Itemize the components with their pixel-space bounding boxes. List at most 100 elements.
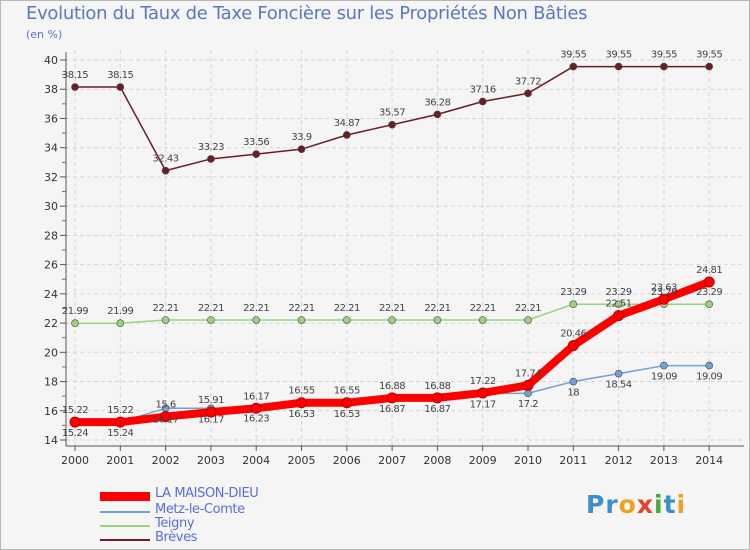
data-point-la-maison-dieu — [613, 310, 625, 322]
y-tick-label: 38 — [44, 83, 58, 96]
data-point-la-maison-dieu — [703, 276, 715, 288]
data-label-teigny: 22.21 — [424, 303, 450, 314]
y-tick-label: 18 — [44, 376, 58, 389]
data-label-br-ves: 37.16 — [470, 85, 496, 96]
data-point-la-maison-dieu — [341, 397, 353, 409]
x-tick-label: 2003 — [197, 454, 225, 467]
data-point-la-maison-dieu — [477, 387, 489, 399]
y-tick-label: 22 — [44, 317, 58, 330]
data-point-br-ves — [524, 89, 532, 98]
x-tick-label: 2004 — [242, 454, 270, 467]
data-point-br-ves — [614, 62, 623, 71]
data-point-metz-le-comte — [569, 377, 578, 386]
data-label-teigny: 23.29 — [696, 287, 722, 298]
data-point-br-ves — [71, 83, 79, 91]
y-tick-label: 40 — [44, 54, 58, 67]
data-label-la-maison-dieu: 17.22 — [470, 376, 496, 387]
data-point-la-maison-dieu — [296, 397, 307, 409]
data-point-teigny — [433, 316, 442, 324]
data-point-metz-le-comte — [614, 369, 623, 378]
proxiti-logo: Proxiti — [586, 490, 687, 519]
x-tick-label: 2002 — [152, 454, 180, 467]
data-label-teigny: 22.21 — [334, 303, 360, 314]
data-label-br-ves: 34.87 — [334, 118, 360, 129]
data-label-teigny: 22.21 — [470, 303, 496, 314]
data-point-teigny — [705, 300, 714, 309]
y-tick-label: 34 — [44, 142, 58, 155]
series-lines — [69, 62, 715, 428]
legend-swatch-metz-le-comte — [100, 511, 150, 513]
data-point-br-ves — [388, 120, 396, 129]
data-label-la-maison-dieu: 16.88 — [379, 381, 405, 392]
data-label-metz-le-comte: 18 — [567, 388, 579, 399]
data-point-br-ves — [433, 110, 442, 119]
y-tick-label: 14 — [44, 434, 58, 447]
data-point-la-maison-dieu — [160, 411, 172, 423]
data-label-metz-le-comte: 16.23 — [243, 413, 269, 424]
data-label-br-ves: 39.55 — [696, 50, 722, 61]
data-label-br-ves: 36.28 — [424, 97, 450, 108]
x-tick-label: 2009 — [469, 454, 497, 467]
y-tick-label: 32 — [44, 171, 58, 184]
data-label-teigny: 22.21 — [288, 303, 314, 314]
data-point-teigny — [252, 316, 261, 324]
x-tick-label: 2013 — [650, 454, 678, 467]
chart-title: Evolution du Taux de Taxe Foncière sur l… — [26, 3, 588, 24]
legend-swatch-teigny — [100, 525, 150, 527]
data-label-metz-le-comte: 19.09 — [651, 372, 677, 383]
data-label-teigny: 23.29 — [606, 287, 632, 298]
data-label-teigny: 23.29 — [560, 287, 586, 298]
data-labels: 38.15 38.15 32.43 33.23 33.56 33.9 34.87 35.57 3… — [62, 50, 723, 439]
x-tick-label: 2012 — [605, 454, 633, 467]
data-point-la-maison-dieu — [205, 406, 217, 418]
x-tick-label: 2008 — [423, 454, 451, 467]
data-label-teigny: 22.21 — [243, 303, 269, 314]
data-label-metz-le-comte: 16.87 — [424, 404, 450, 415]
data-point-br-ves — [116, 83, 125, 91]
data-label-teigny: 22.21 — [379, 303, 405, 314]
data-point-la-maison-dieu — [114, 416, 126, 428]
y-tick-label: 36 — [44, 112, 58, 125]
data-label-teigny: 23.29 — [651, 287, 677, 298]
data-label-la-maison-dieu: 16.55 — [288, 386, 314, 397]
data-point-la-maison-dieu — [658, 293, 670, 305]
data-label-metz-le-comte: 16.17 — [153, 414, 179, 425]
data-label-la-maison-dieu: 22.51 — [606, 299, 632, 310]
data-point-br-ves — [342, 131, 351, 139]
x-tick-label: 2005 — [288, 454, 316, 467]
data-point-la-maison-dieu — [386, 392, 398, 404]
data-point-teigny — [569, 300, 578, 309]
data-point-br-ves — [478, 97, 487, 106]
data-point-br-ves — [207, 155, 215, 163]
data-point-teigny — [207, 316, 215, 324]
axes: 14 16 18 20 22 24 26 28 30 32 34 36 38 40 2000 2001 2002… — [44, 52, 745, 467]
data-label-metz-le-comte: 16.17 — [198, 414, 224, 425]
data-label-metz-le-comte: 15.24 — [62, 428, 88, 439]
y-tick-label: 16 — [44, 405, 58, 418]
data-label-la-maison-dieu: 16.55 — [334, 386, 360, 397]
data-point-teigny — [161, 316, 170, 324]
data-label-br-ves: 33.9 — [291, 132, 311, 143]
y-tick-label: 28 — [44, 229, 58, 242]
y-tick-label: 26 — [44, 259, 58, 272]
data-label-teigny: 22.21 — [153, 303, 179, 314]
data-label-la-maison-dieu: 15.91 — [198, 395, 224, 406]
data-point-teigny — [116, 319, 125, 328]
y-tick-label: 24 — [44, 288, 58, 301]
line-chart: 14 16 18 20 22 24 26 28 30 32 34 36 38 40 2000 2001 2002… — [44, 50, 745, 467]
data-point-teigny — [388, 316, 396, 324]
data-point-teigny — [614, 300, 623, 309]
data-label-br-ves: 38.15 — [107, 70, 133, 81]
data-point-br-ves — [297, 145, 306, 153]
grid-lines — [66, 50, 745, 446]
data-label-metz-le-comte: 16.53 — [334, 409, 360, 420]
data-point-br-ves — [161, 166, 170, 175]
data-label-metz-le-comte: 17.17 — [470, 400, 496, 411]
data-label-metz-le-comte: 18.54 — [606, 380, 632, 391]
data-point-teigny — [71, 319, 79, 328]
data-label-la-maison-dieu: 16.88 — [424, 381, 450, 392]
x-tick-label: 2010 — [514, 454, 542, 467]
data-point-la-maison-dieu — [567, 340, 579, 352]
data-label-metz-le-comte: 16.87 — [379, 404, 405, 415]
